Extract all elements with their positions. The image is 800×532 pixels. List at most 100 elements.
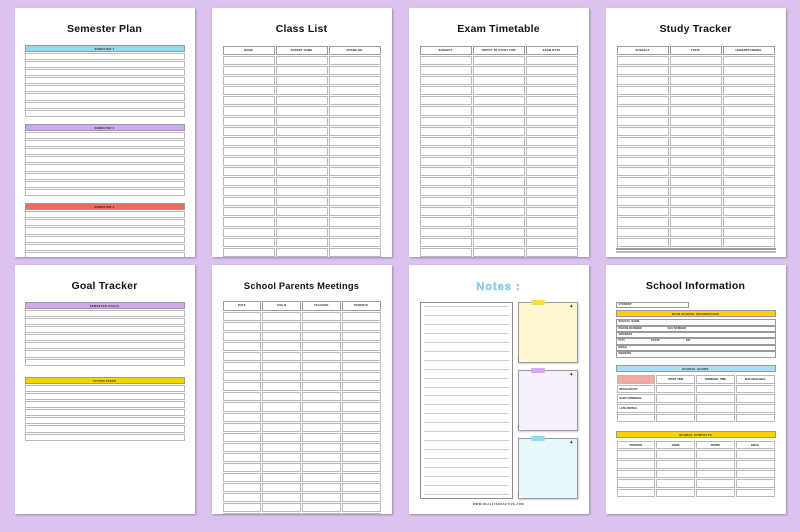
table-cell[interactable]	[722, 227, 775, 237]
table-cell[interactable]	[656, 450, 695, 459]
write-line[interactable]	[24, 85, 185, 93]
table-row[interactable]	[222, 106, 381, 116]
table-cell[interactable]	[616, 469, 656, 479]
table-row[interactable]	[222, 473, 381, 483]
table-row[interactable]	[616, 96, 775, 106]
page-goal-tracker[interactable]: Goal Tracker SEMESTER GOALS ACTION STEPS	[14, 265, 195, 514]
table-cell[interactable]	[328, 227, 381, 237]
table-row[interactable]	[222, 351, 381, 362]
info-field[interactable]: ADDRESS	[615, 332, 776, 339]
table-cell[interactable]	[222, 493, 262, 503]
table-cell[interactable]	[302, 513, 341, 514]
table-cell[interactable]	[616, 459, 656, 469]
table-cell[interactable]	[525, 227, 578, 237]
table-cell[interactable]	[722, 156, 775, 166]
table-cell[interactable]	[328, 217, 381, 227]
table-cell[interactable]	[222, 503, 262, 513]
table-cell[interactable]	[328, 207, 381, 217]
table-row[interactable]	[616, 227, 775, 237]
write-line[interactable]	[423, 493, 510, 495]
table-cell[interactable]	[222, 86, 275, 96]
table-cell[interactable]	[262, 473, 301, 483]
table-cell[interactable]	[302, 372, 341, 382]
table-cell[interactable]	[656, 404, 695, 413]
table-row[interactable]	[222, 197, 381, 207]
table-cell[interactable]	[419, 207, 472, 217]
table-cell[interactable]	[722, 146, 775, 156]
table-row[interactable]	[616, 450, 775, 459]
table-cell[interactable]	[302, 311, 341, 321]
table-row[interactable]	[419, 227, 578, 237]
table-row[interactable]	[222, 463, 381, 473]
table-cell[interactable]	[302, 321, 341, 331]
table-cell[interactable]	[616, 126, 669, 136]
table-row[interactable]	[419, 66, 578, 76]
table-cell[interactable]	[341, 362, 381, 372]
write-line[interactable]	[423, 475, 510, 477]
write-line[interactable]	[423, 341, 510, 343]
table-cell[interactable]	[328, 237, 381, 247]
table-cell[interactable]	[616, 187, 669, 197]
table-cell[interactable]	[341, 382, 381, 392]
table-row[interactable]	[419, 207, 578, 217]
table-cell[interactable]	[341, 473, 381, 483]
table-cell[interactable]	[328, 156, 381, 166]
table-cell[interactable]	[262, 351, 301, 362]
info-field[interactable]: CITY STATE ZIP	[615, 338, 776, 345]
table-cell[interactable]	[275, 126, 328, 136]
table-cell[interactable]	[222, 177, 275, 187]
table-cell[interactable]	[735, 450, 775, 459]
table-cell[interactable]	[302, 382, 341, 392]
table-cell[interactable]	[222, 362, 262, 372]
table-cell[interactable]	[222, 473, 262, 483]
table-cell[interactable]	[341, 432, 381, 442]
table-cell[interactable]	[616, 237, 669, 247]
table-cell[interactable]	[262, 341, 301, 351]
table-cell[interactable]	[472, 66, 525, 76]
table-cell[interactable]	[222, 126, 275, 136]
table-row[interactable]	[222, 247, 381, 257]
table-cell[interactable]	[669, 207, 722, 217]
table-cell[interactable]	[696, 394, 735, 403]
table-cell[interactable]	[222, 197, 275, 207]
table-cell[interactable]	[669, 126, 722, 136]
table-cell[interactable]	[735, 479, 775, 488]
table-row[interactable]	[419, 146, 578, 156]
table-row[interactable]	[222, 126, 381, 136]
table-row[interactable]	[616, 166, 775, 177]
table-cell[interactable]	[669, 237, 722, 247]
table-cell[interactable]	[275, 66, 328, 76]
table-row[interactable]	[616, 106, 775, 116]
table-row[interactable]: LATE ARRIVAL	[616, 404, 775, 413]
write-line[interactable]	[24, 69, 185, 77]
table-cell[interactable]	[525, 116, 578, 126]
table-cell[interactable]	[302, 432, 341, 442]
table-cell[interactable]	[341, 412, 381, 422]
table-cell[interactable]	[616, 86, 669, 96]
page-school-parents-meetings[interactable]: School Parents Meetings DATE CHILD TEACHER…	[211, 265, 392, 514]
page-study-tracker[interactable]: Study Tracker SUBJECT TOPIC UNDERSTANDING …	[605, 8, 786, 257]
table-cell[interactable]	[472, 227, 525, 237]
table-cell[interactable]	[735, 404, 775, 413]
table-cell[interactable]	[656, 413, 695, 423]
study-tracker-table[interactable]: SUBJECT TOPIC UNDERSTANDING	[616, 45, 776, 248]
write-line[interactable]	[423, 332, 510, 334]
table-row[interactable]	[419, 217, 578, 227]
exam-timetable-table[interactable]: SUBJECT TOPICS TO STUDY FOR EXAM DATE	[419, 45, 579, 257]
table-cell[interactable]	[328, 247, 381, 257]
table-row[interactable]	[616, 66, 775, 76]
table-cell[interactable]	[222, 432, 262, 442]
table-cell[interactable]	[222, 372, 262, 382]
table-cell[interactable]	[722, 96, 775, 106]
write-line[interactable]	[24, 156, 185, 164]
table-row[interactable]	[616, 459, 775, 469]
table-cell[interactable]	[669, 136, 722, 146]
write-line[interactable]	[423, 315, 510, 317]
table-cell[interactable]	[616, 177, 669, 187]
table-cell[interactable]	[275, 146, 328, 156]
table-cell[interactable]	[262, 392, 301, 402]
table-cell[interactable]	[302, 452, 341, 463]
table-cell[interactable]	[302, 422, 341, 432]
table-row[interactable]	[222, 432, 381, 442]
write-line[interactable]	[24, 188, 185, 196]
